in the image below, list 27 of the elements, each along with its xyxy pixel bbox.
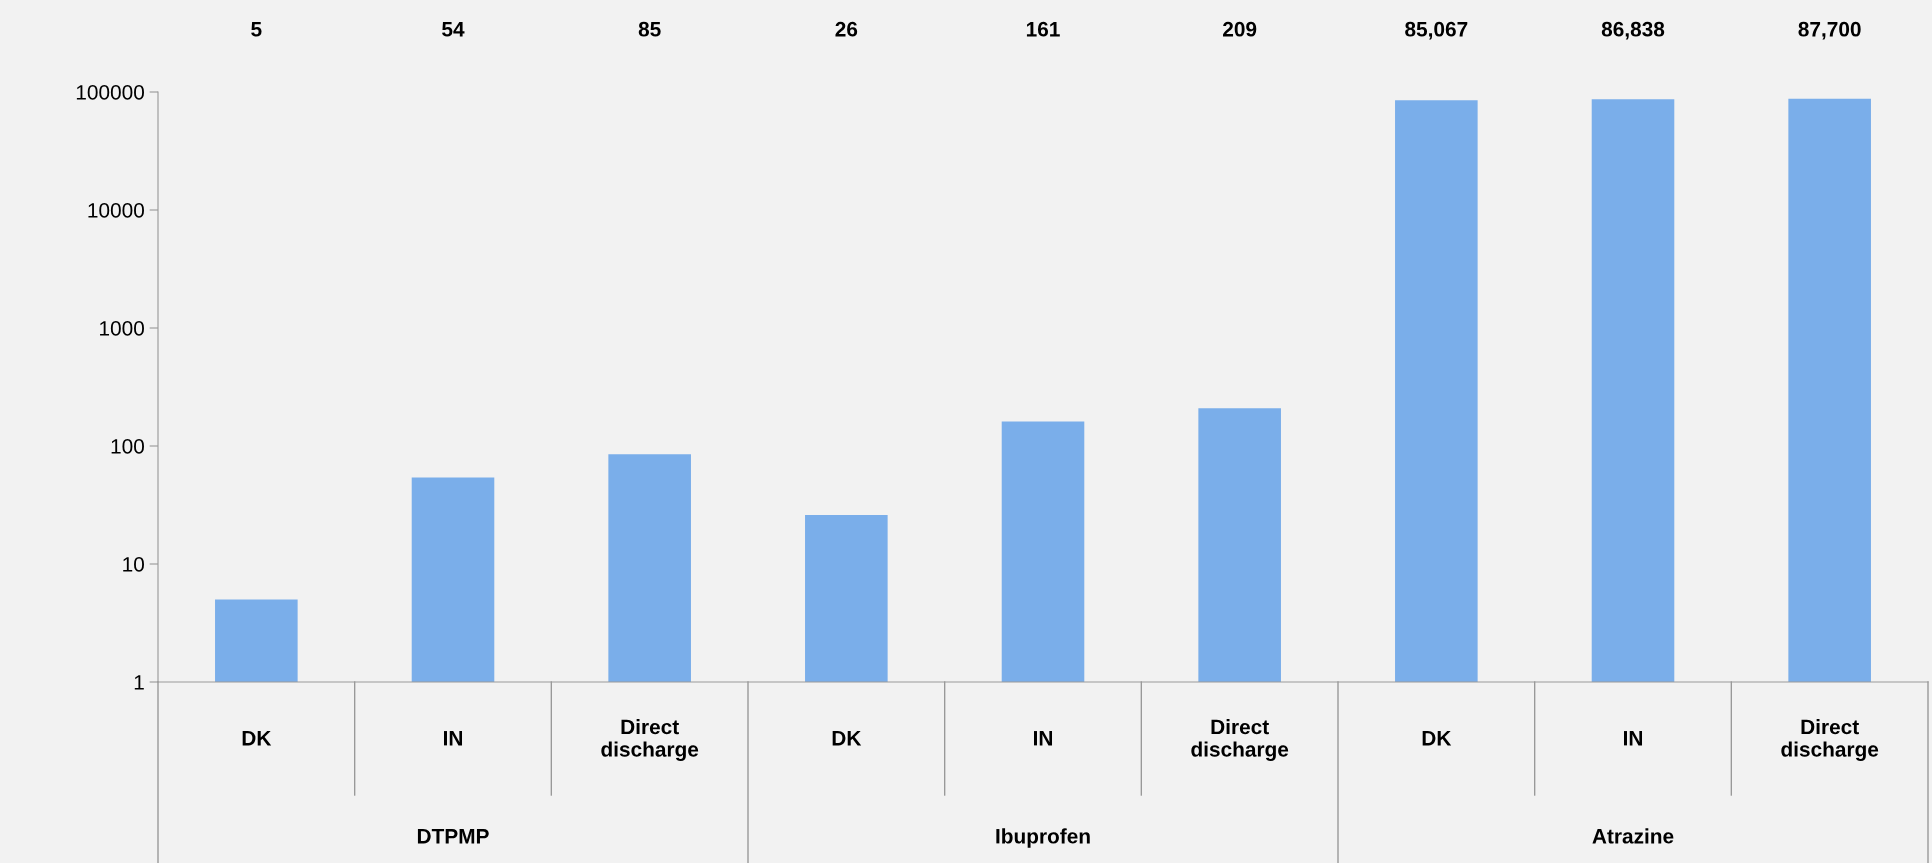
data-label: 85,067 bbox=[1405, 21, 1468, 40]
x-tick-label: DK bbox=[242, 731, 272, 746]
y-tick-label: 1 bbox=[134, 675, 144, 690]
y-tick-label: 100000 bbox=[76, 85, 144, 100]
text: Ibuprofen bbox=[996, 828, 1090, 848]
x-tick-label: DK bbox=[1422, 731, 1452, 746]
x-tick-label: IN bbox=[1623, 731, 1643, 746]
y-tick-label: 10 bbox=[123, 557, 144, 572]
data-label: 161 bbox=[1026, 21, 1060, 37]
x-tick-label: DK bbox=[832, 731, 862, 746]
x-tick-label: Direct discharge bbox=[1191, 719, 1289, 761]
x-tick-label: Direct discharge bbox=[601, 719, 699, 761]
data-label: 85 bbox=[638, 21, 661, 37]
y-tick-label: 1000 bbox=[100, 321, 144, 336]
data-label: 209 bbox=[1223, 21, 1257, 37]
y-tick-label: 100 bbox=[111, 439, 144, 454]
y-tick-label: 10000 bbox=[88, 203, 144, 218]
text: DTPMP bbox=[417, 829, 489, 844]
data-label: 87,700 bbox=[1798, 21, 1861, 40]
x-tick-label: IN bbox=[1033, 731, 1053, 746]
data-label: 54 bbox=[442, 22, 465, 37]
x-tick-label: Direct discharge bbox=[1781, 719, 1879, 761]
data-label: 86,838 bbox=[1601, 21, 1665, 40]
text: Atrazine bbox=[1592, 828, 1674, 844]
data-label: 5 bbox=[251, 22, 262, 37]
x-tick-label: IN bbox=[443, 731, 463, 746]
data-label: 26 bbox=[835, 21, 858, 37]
